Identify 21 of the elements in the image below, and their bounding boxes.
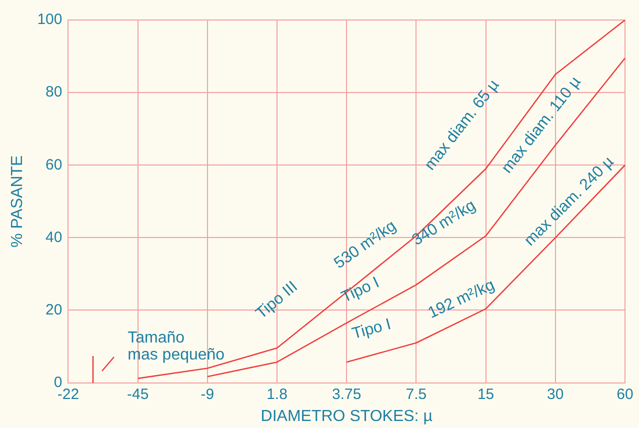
annotation: Tamaño mas pequeño: [128, 329, 225, 364]
x-tick-label: 30: [547, 386, 564, 403]
y-tick-label: 60: [46, 156, 62, 174]
annotation: 340 m²/kg: [409, 197, 479, 250]
y-tick-label: 20: [46, 301, 62, 318]
x-tick-label: 15: [477, 386, 494, 403]
x-tick-label: -45: [126, 386, 149, 403]
annotation: Tipo I: [350, 316, 393, 343]
x-tick-label: 7.5: [406, 386, 427, 403]
y-tick-label: 100: [37, 11, 62, 28]
y-tick-label: 80: [46, 84, 62, 101]
annotation: 192 m²/kg: [426, 276, 498, 322]
x-tick-label: -9: [200, 386, 214, 403]
x-tick-label: 60: [616, 386, 634, 403]
x-tick-label: 1.8: [266, 386, 288, 403]
annotation: Tipo I: [339, 274, 382, 306]
x-axis-title: DIAMETRO STOKES: µ: [260, 408, 432, 425]
annotation: Tipo III: [252, 278, 301, 322]
y-tick-label: 40: [46, 228, 62, 246]
x-tick-label: 3.75: [332, 386, 362, 403]
y-axis-title: % PASANTE: [9, 155, 26, 248]
